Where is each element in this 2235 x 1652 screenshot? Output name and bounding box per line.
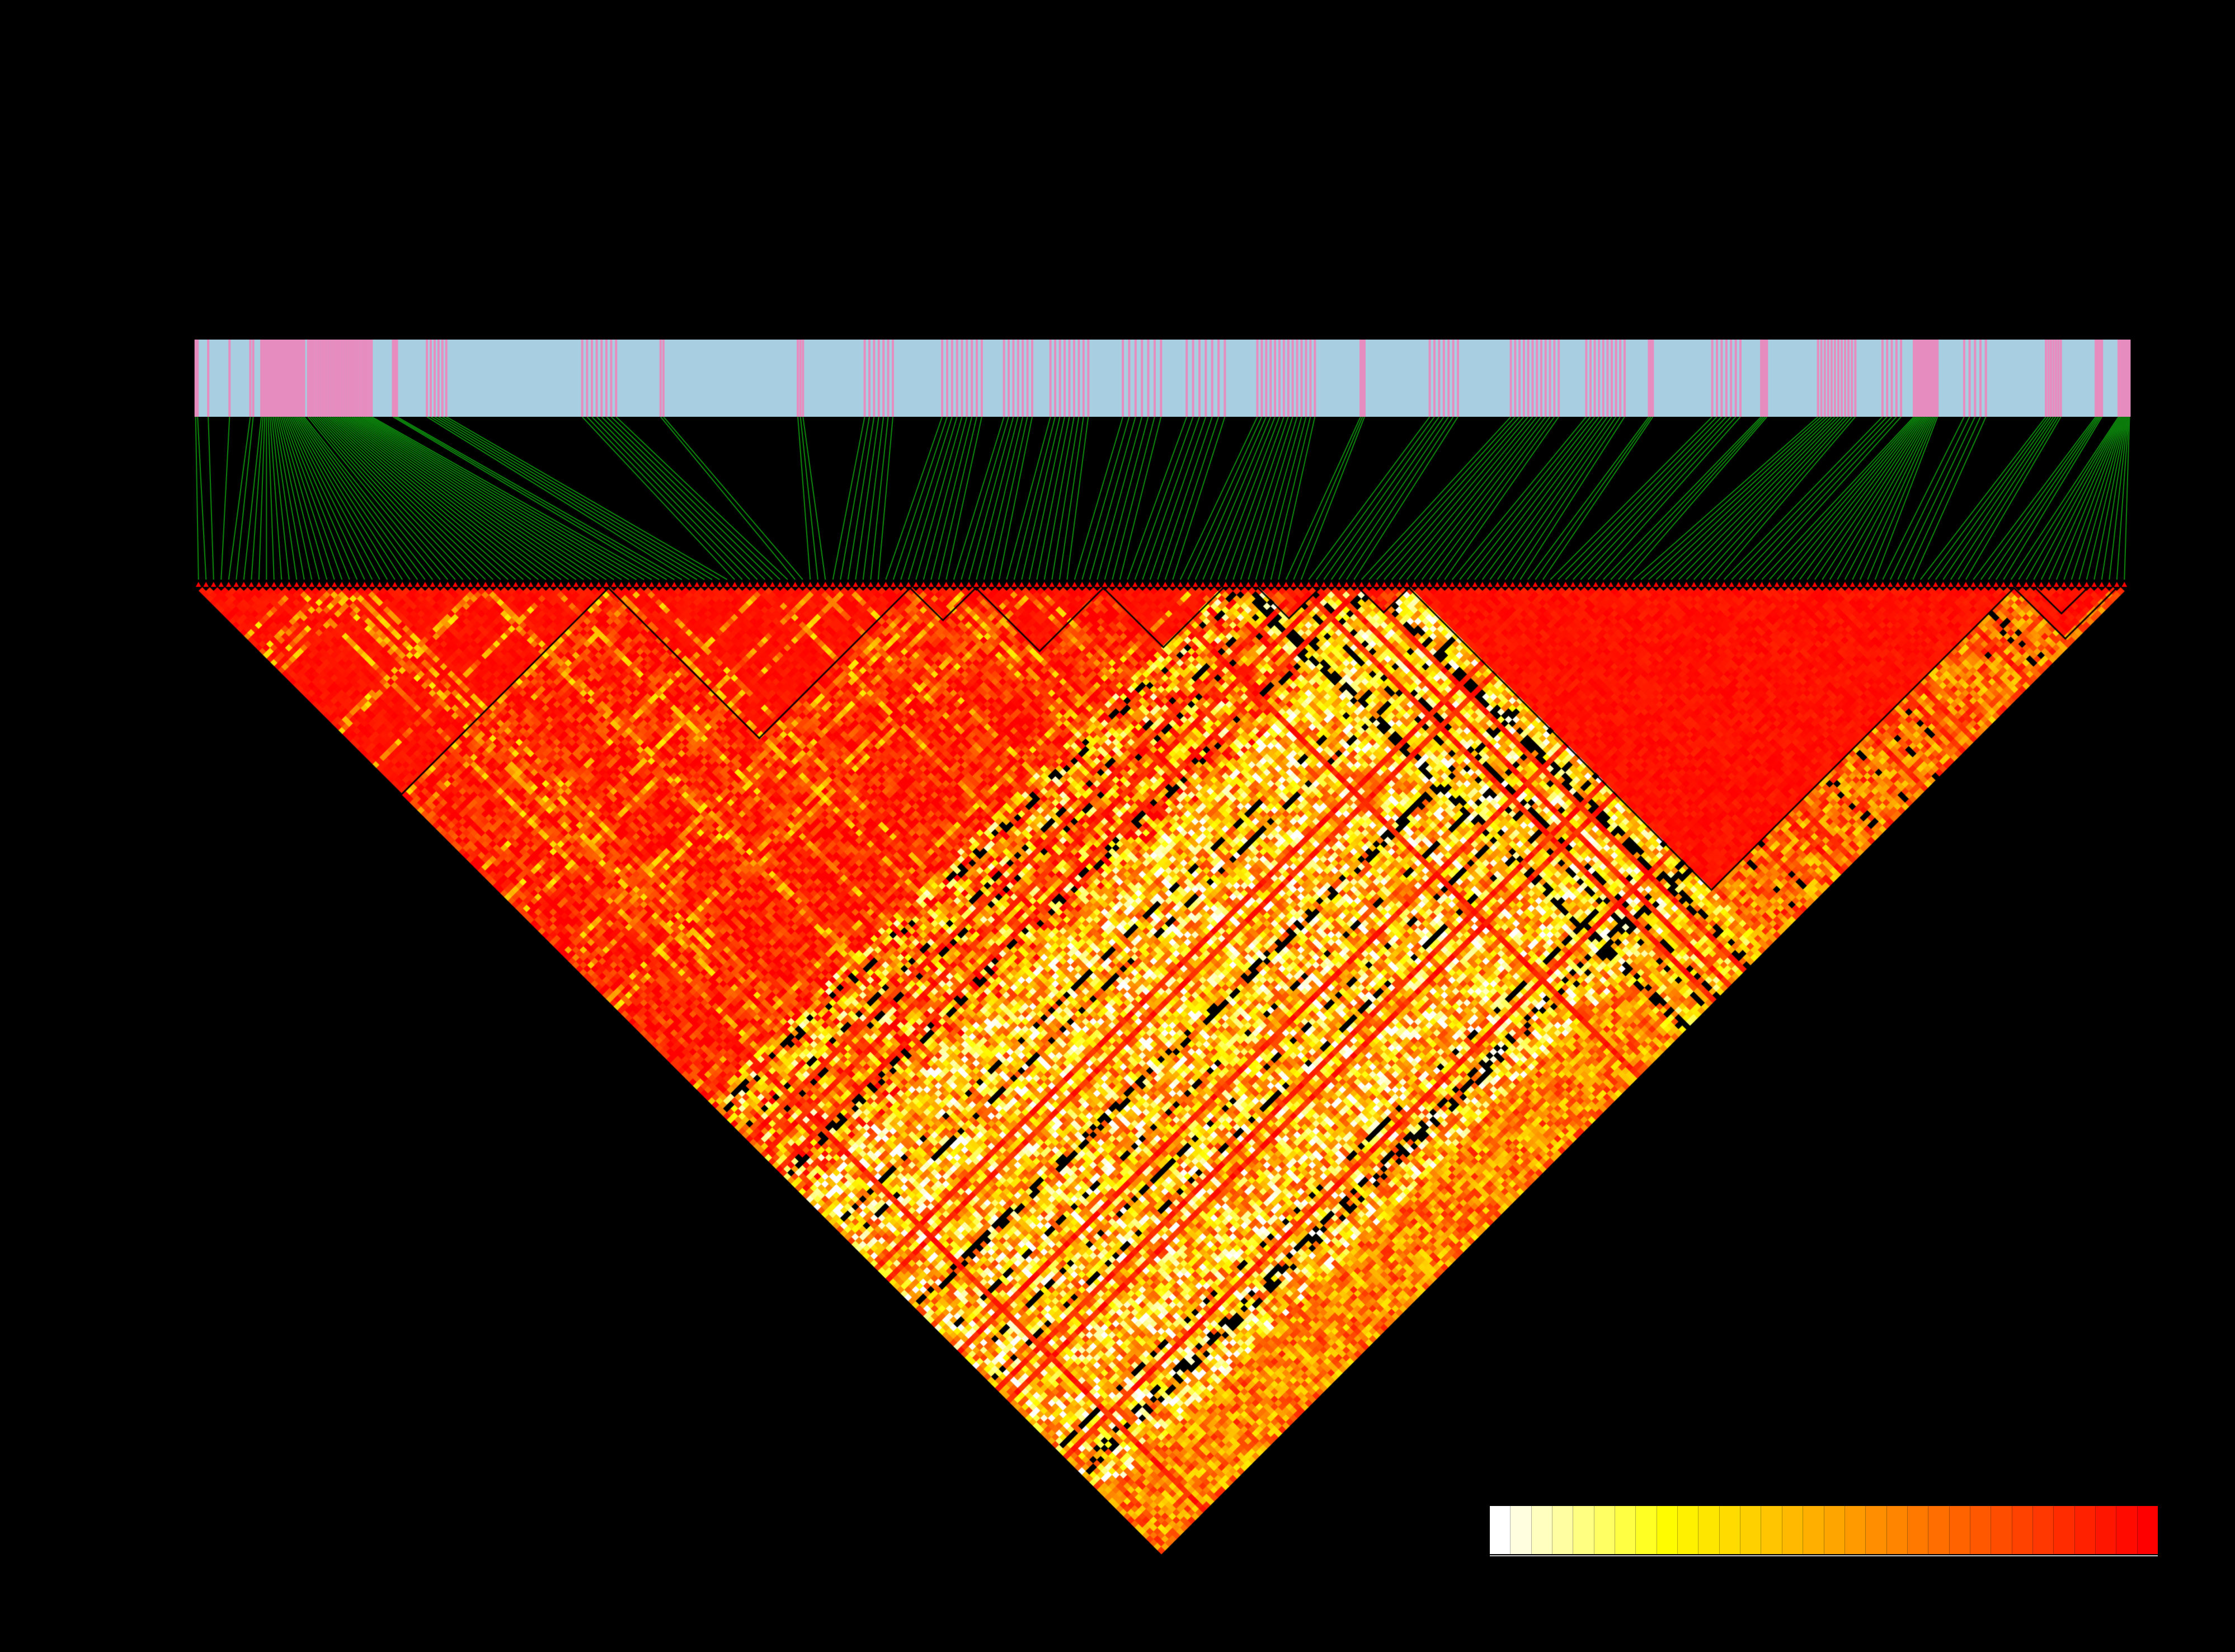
color-scale-segment (1636, 1506, 1657, 1554)
color-scale-segment (1615, 1506, 1636, 1554)
color-scale-segment (1803, 1506, 1824, 1554)
color-scale-legend (1490, 1506, 2158, 1554)
color-scale-segment (1907, 1506, 1929, 1554)
color-scale-segment (2116, 1506, 2138, 1554)
color-scale-segment (1698, 1506, 1720, 1554)
color-scale-segment (2032, 1506, 2054, 1554)
color-scale-segment (1740, 1506, 1762, 1554)
color-scale-segment (1490, 1506, 1511, 1554)
color-scale-segment (1970, 1506, 1992, 1554)
color-scale-segment (1657, 1506, 1678, 1554)
color-scale-segment (1782, 1506, 1804, 1554)
color-scale-segment (1886, 1506, 1908, 1554)
color-scale-segment (1511, 1506, 1532, 1554)
color-scale-segment (1991, 1506, 2012, 1554)
color-scale-segment (1845, 1506, 1866, 1554)
color-scale-segment (2012, 1506, 2033, 1554)
color-scale-segment (2054, 1506, 2075, 1554)
color-scale-segment (1594, 1506, 1616, 1554)
color-scale-segment (1761, 1506, 1782, 1554)
color-scale-segment (1573, 1506, 1594, 1554)
color-scale-segment (2095, 1506, 2117, 1554)
color-scale-segment (1928, 1506, 1950, 1554)
color-scale-axis-line (1490, 1555, 2158, 1556)
color-scale-segment (2137, 1506, 2158, 1554)
color-scale-segment (1866, 1506, 1887, 1554)
color-scale-segment (1719, 1506, 1741, 1554)
color-scale-segment (2074, 1506, 2096, 1554)
color-scale-segment (1949, 1506, 1970, 1554)
color-scale-segment (1824, 1506, 1845, 1554)
color-scale-segment (1678, 1506, 1699, 1554)
color-scale-segment (1531, 1506, 1553, 1554)
color-scale-segment (1552, 1506, 1574, 1554)
